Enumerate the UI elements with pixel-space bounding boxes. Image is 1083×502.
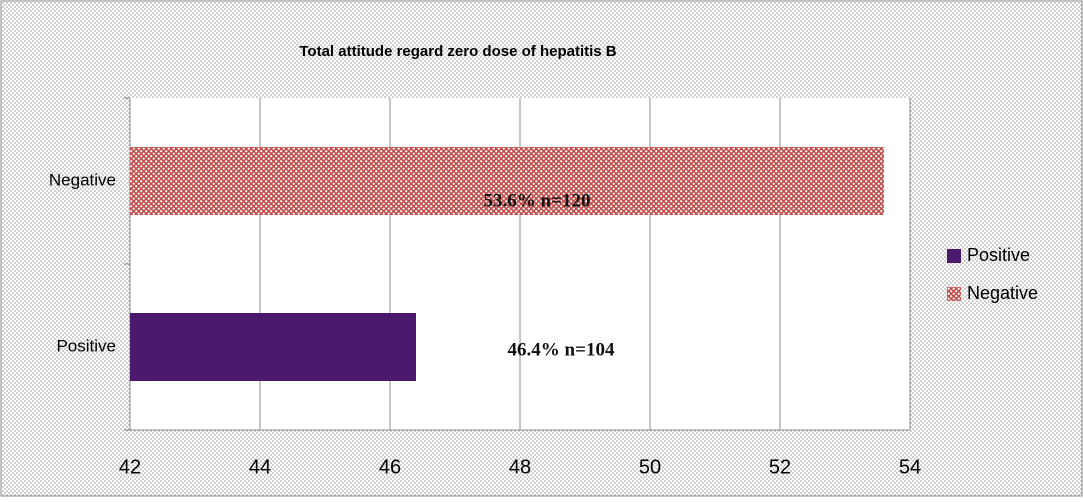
legend-swatch (947, 249, 961, 263)
x-tick-label: 54 (899, 456, 921, 478)
x-tick-label: 48 (509, 456, 531, 478)
x-tick-label: 50 (639, 456, 661, 478)
y-tick-label: Negative (49, 170, 116, 189)
bar (130, 313, 416, 381)
x-tick-label: 52 (769, 456, 791, 478)
legend-swatch (947, 287, 961, 301)
legend-label: Positive (967, 245, 1030, 265)
x-tick-label: 44 (249, 456, 271, 478)
y-tick-label: Positive (56, 336, 116, 355)
x-tick-label: 46 (379, 456, 401, 478)
chart-title: Total attitude regard zero dose of hepat… (299, 43, 616, 60)
bar (130, 147, 884, 215)
legend-label: Negative (967, 283, 1038, 303)
x-tick-label: 42 (119, 456, 141, 478)
data-label: 46.4% n=104 (508, 339, 615, 360)
data-label: 53.6% n=120 (484, 190, 591, 211)
